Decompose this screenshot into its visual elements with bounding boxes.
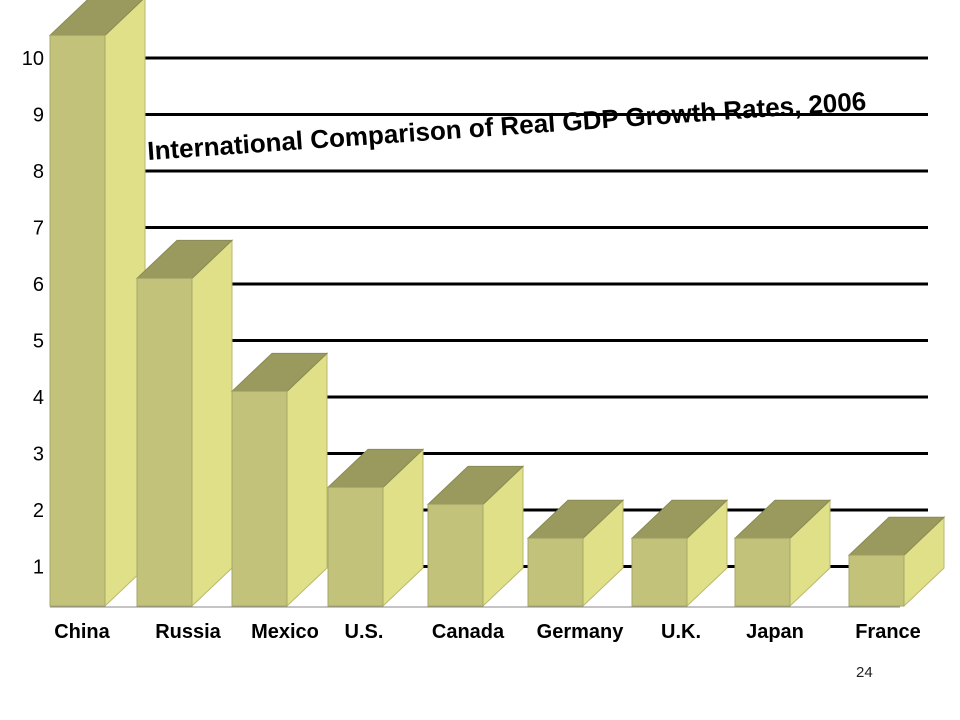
chart-title: International Comparison of Real GDP Gro… (146, 86, 867, 166)
bar-front-face (527, 537, 584, 607)
bar-china (48, 0, 146, 608)
bar-front-face (427, 503, 484, 607)
y-tick-label: 9 (33, 105, 44, 127)
bar-us (326, 448, 425, 608)
bars (48, 0, 946, 608)
category-labels: China Russia Mexico U.S. Canada Germany U.K. Ja… (54, 621, 921, 643)
bar-front-face (231, 390, 288, 607)
bar-mexico (230, 352, 329, 608)
y-tick-label: 7 (33, 218, 44, 240)
x-category-label: Russia (155, 621, 221, 643)
bar-front-face (848, 554, 905, 607)
y-tick-label: 2 (33, 500, 44, 522)
bar-japan (733, 499, 832, 608)
y-tick-label: 3 (33, 444, 44, 466)
bar-canada (426, 465, 525, 608)
bar-uk (630, 499, 729, 608)
bar-front-face (49, 34, 106, 607)
x-category-label: Japan (746, 621, 804, 643)
bar-side-face (191, 239, 233, 608)
y-tick-label: 1 (33, 557, 44, 579)
y-tick-label: 8 (33, 161, 44, 183)
bar-front-face (631, 537, 688, 607)
bar-russia (135, 239, 234, 608)
x-category-label: Mexico (251, 621, 319, 643)
x-category-label: Germany (537, 621, 625, 643)
bar-side-face (286, 352, 328, 608)
y-axis-ticks: 1 2 3 4 5 6 7 8 9 10 (22, 48, 44, 579)
x-category-label: France (855, 621, 921, 643)
y-tick-label: 6 (33, 274, 44, 296)
bar-front-face (734, 537, 791, 607)
bar-front-face (136, 277, 193, 607)
bar-front-face (327, 486, 384, 607)
x-category-label: U.S. (345, 621, 384, 643)
x-category-label: Canada (432, 621, 505, 643)
x-category-label: U.K. (661, 621, 701, 643)
page-number: 24 (856, 664, 873, 681)
bar-france (847, 516, 946, 608)
title-layer: International Comparison of Real GDP Gro… (146, 86, 867, 166)
y-tick-label: 10 (22, 48, 44, 70)
y-tick-label: 4 (33, 387, 44, 409)
x-category-label: China (54, 621, 110, 643)
y-tick-label: 5 (33, 331, 44, 353)
bar-germany (526, 499, 625, 608)
